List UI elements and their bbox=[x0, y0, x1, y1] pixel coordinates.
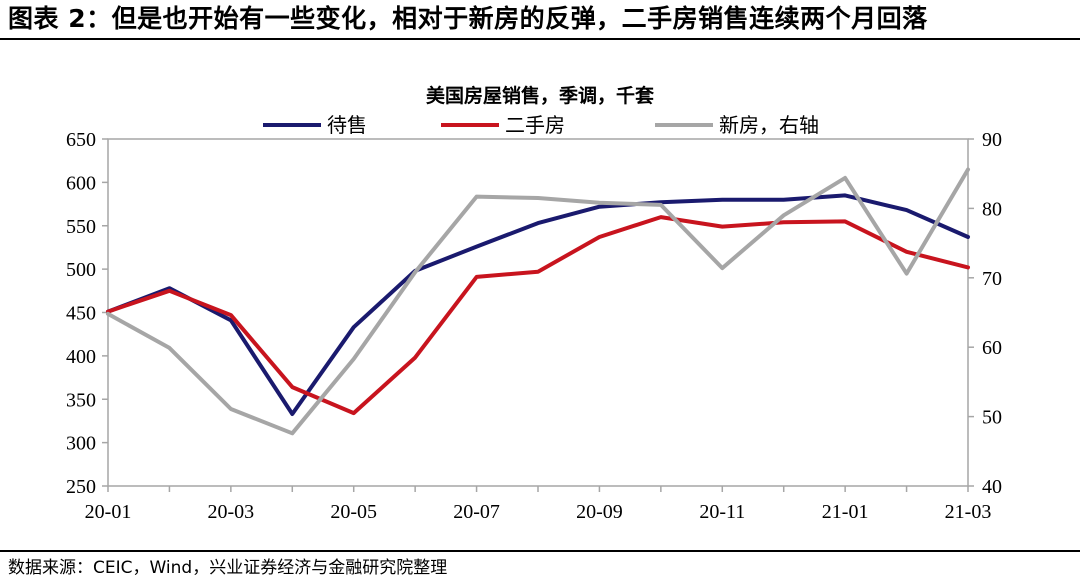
x-tick-label: 20-07 bbox=[453, 501, 500, 523]
left-tick-label: 250 bbox=[66, 476, 96, 498]
left-tick-label: 600 bbox=[66, 172, 96, 194]
figure-header: 图表 2：但是也开始有一些变化，相对于新房的反弹，二手房销售连续两个月回落 bbox=[8, 4, 928, 33]
left-tick-label: 550 bbox=[66, 216, 96, 238]
left-tick-label: 650 bbox=[66, 129, 96, 151]
right-tick-label: 80 bbox=[982, 198, 1002, 220]
chart-legend: 待售 二手房 新房，右轴 bbox=[263, 113, 819, 137]
right-tick-label: 60 bbox=[982, 337, 1002, 359]
x-tick-label: 20-03 bbox=[208, 501, 255, 523]
series-line-new-homes bbox=[106, 167, 970, 436]
chart-series bbox=[106, 167, 970, 436]
legend-label: 新房，右轴 bbox=[719, 113, 819, 137]
left-tick-label: 400 bbox=[66, 346, 96, 368]
left-tick-label: 300 bbox=[66, 433, 96, 455]
right-tick-label: 90 bbox=[982, 129, 1002, 151]
x-tick-label: 20-05 bbox=[330, 501, 377, 523]
chart-axes: 250 300 350 400 450 500 550 600 650 40 50 60 70 80 90 2… bbox=[66, 129, 1002, 523]
series-line-existing bbox=[106, 215, 970, 416]
x-tick-label: 21-01 bbox=[822, 501, 869, 523]
right-tick-label: 40 bbox=[982, 476, 1002, 498]
source-note: 数据来源：CEIC，Wind，兴业证券经济与金融研究院整理 bbox=[8, 558, 448, 578]
right-tick-label: 70 bbox=[982, 268, 1002, 290]
header-rule bbox=[0, 38, 1080, 40]
sales-line-chart: 美国房屋销售，季调，千套 待售 二手房 新房，右轴 250 300 350 400 450 5… bbox=[66, 84, 1002, 523]
footer-rule bbox=[0, 550, 1080, 552]
left-tick-label: 500 bbox=[66, 259, 96, 281]
x-tick-label: 20-11 bbox=[699, 501, 745, 523]
plot-frame bbox=[107, 138, 969, 487]
legend-label: 二手房 bbox=[505, 113, 565, 137]
series-line-pending bbox=[106, 193, 970, 416]
legend-label: 待售 bbox=[327, 113, 367, 137]
x-tick-label: 21-03 bbox=[945, 501, 992, 523]
x-tick-label: 20-09 bbox=[576, 501, 623, 523]
left-tick-label: 450 bbox=[66, 303, 96, 325]
right-tick-label: 50 bbox=[982, 407, 1002, 429]
left-tick-label: 350 bbox=[66, 389, 96, 411]
x-tick-label: 20-01 bbox=[85, 501, 132, 523]
chart-title: 美国房屋销售，季调，千套 bbox=[426, 84, 655, 107]
